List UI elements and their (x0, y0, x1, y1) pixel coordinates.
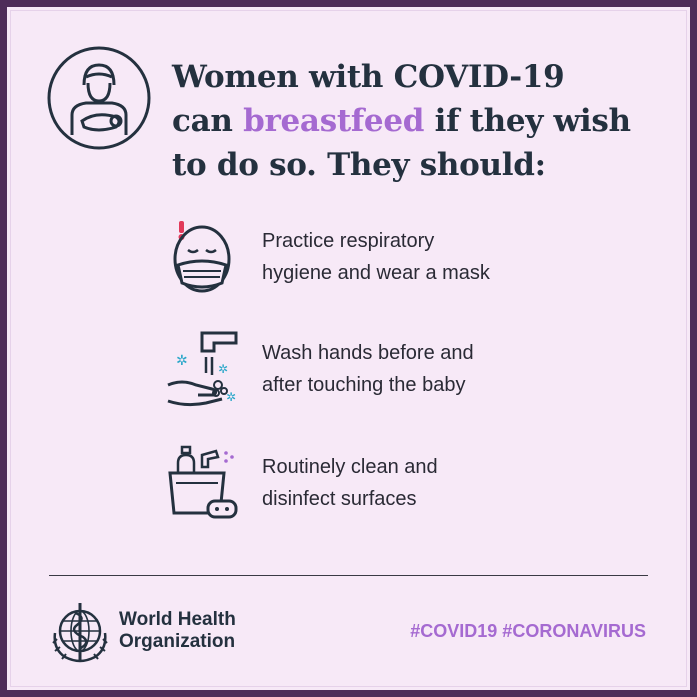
headline-highlight: breastfeed (243, 103, 424, 139)
handwashing-icon: ✲ ✲ ✲ (162, 329, 242, 409)
guideline-line: after touching the baby (262, 369, 562, 401)
headline-line-1: Women with COVID-19 (172, 55, 672, 99)
guideline-item-mask: Practice respiratory hygiene and wear a … (162, 217, 582, 307)
guideline-line: hygiene and wear a mask (262, 257, 562, 289)
guideline-line: Wash hands before and (262, 337, 562, 369)
headline-line-2: can breastfeed if they wish (172, 99, 672, 143)
headline-line-2-prefix: can (172, 103, 243, 139)
svg-text:✲: ✲ (176, 353, 188, 369)
organization-name-line-1: World Health (119, 609, 236, 631)
hashtags: #COVID19 #CORONAVIRUS (410, 621, 646, 642)
who-emblem-logo (47, 599, 113, 665)
guideline-text-mask: Practice respiratory hygiene and wear a … (262, 225, 562, 289)
divider (49, 575, 648, 576)
guideline-item-cleaning: Routinely clean and disinfect surfaces (162, 443, 582, 533)
guideline-text-handwashing: Wash hands before and after touching the… (262, 337, 562, 401)
guideline-text-cleaning: Routinely clean and disinfect surfaces (262, 451, 562, 515)
headline-line-2-suffix: if they wish (424, 103, 631, 139)
guideline-line: disinfect surfaces (262, 483, 562, 515)
headline: Women with COVID-19 can breastfeed if th… (172, 55, 672, 187)
guideline-line: Practice respiratory (262, 225, 562, 257)
breastfeeding-mother-icon (46, 45, 152, 151)
cleaning-supplies-icon (162, 443, 242, 523)
guideline-line: Routinely clean and (262, 451, 562, 483)
masked-face-icon (162, 217, 242, 297)
organization-name-line-2: Organization (119, 631, 236, 653)
organization-name: World Health Organization (119, 609, 236, 653)
guideline-item-handwashing: ✲ ✲ ✲ Wash hands before and after touchi… (162, 329, 582, 419)
svg-text:✲: ✲ (218, 362, 228, 376)
headline-line-3: to do so. They should: (172, 143, 672, 187)
